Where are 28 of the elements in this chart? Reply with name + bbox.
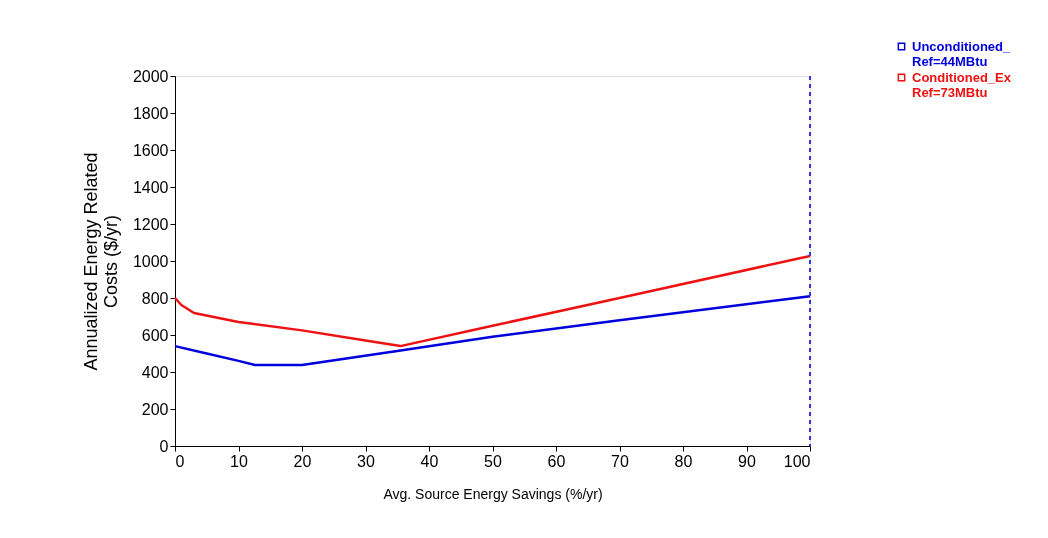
legend-label: Unconditioned_ Ref=44MBtu	[912, 38, 1011, 69]
x-tick-label: 10	[230, 452, 248, 470]
y-tick-label: 600	[141, 326, 169, 344]
x-tick-label: 60	[547, 452, 566, 470]
y-tick-label: 1000	[132, 252, 169, 270]
y-tick-label: 1600	[132, 141, 169, 159]
y-tick-label: 800	[141, 289, 169, 307]
x-tick-label: 100	[783, 452, 811, 470]
x-tick-label: 80	[674, 452, 693, 470]
line-series	[173, 294, 812, 367]
y-tick-label: 1400	[132, 178, 169, 196]
x-axis-title: Avg. Source Energy Savings (%/yr)	[383, 485, 603, 502]
y-tick-label: 2000	[132, 67, 169, 85]
y-tick-label: 400	[141, 363, 169, 381]
x-tick-label: 40	[420, 452, 439, 470]
y-tick-label: 1800	[132, 104, 169, 122]
x-tick-label: 20	[293, 452, 312, 470]
y-tick-label: 1200	[132, 215, 169, 233]
x-tick-label: 50	[484, 452, 502, 470]
x-tick-label: 30	[357, 452, 375, 470]
legend-label: Conditioned_Ex Ref=73MBtu	[912, 69, 1012, 100]
y-tick-label: 0	[159, 437, 169, 455]
y-axis-title: Annualized Energy Related Costs ($/yr)	[80, 152, 121, 371]
x-tick-label: 90	[738, 452, 756, 470]
line-series	[173, 254, 812, 348]
x-tick-label: 70	[611, 452, 629, 470]
x-tick-label: 0	[175, 452, 185, 470]
y-tick-label: 200	[141, 400, 169, 418]
